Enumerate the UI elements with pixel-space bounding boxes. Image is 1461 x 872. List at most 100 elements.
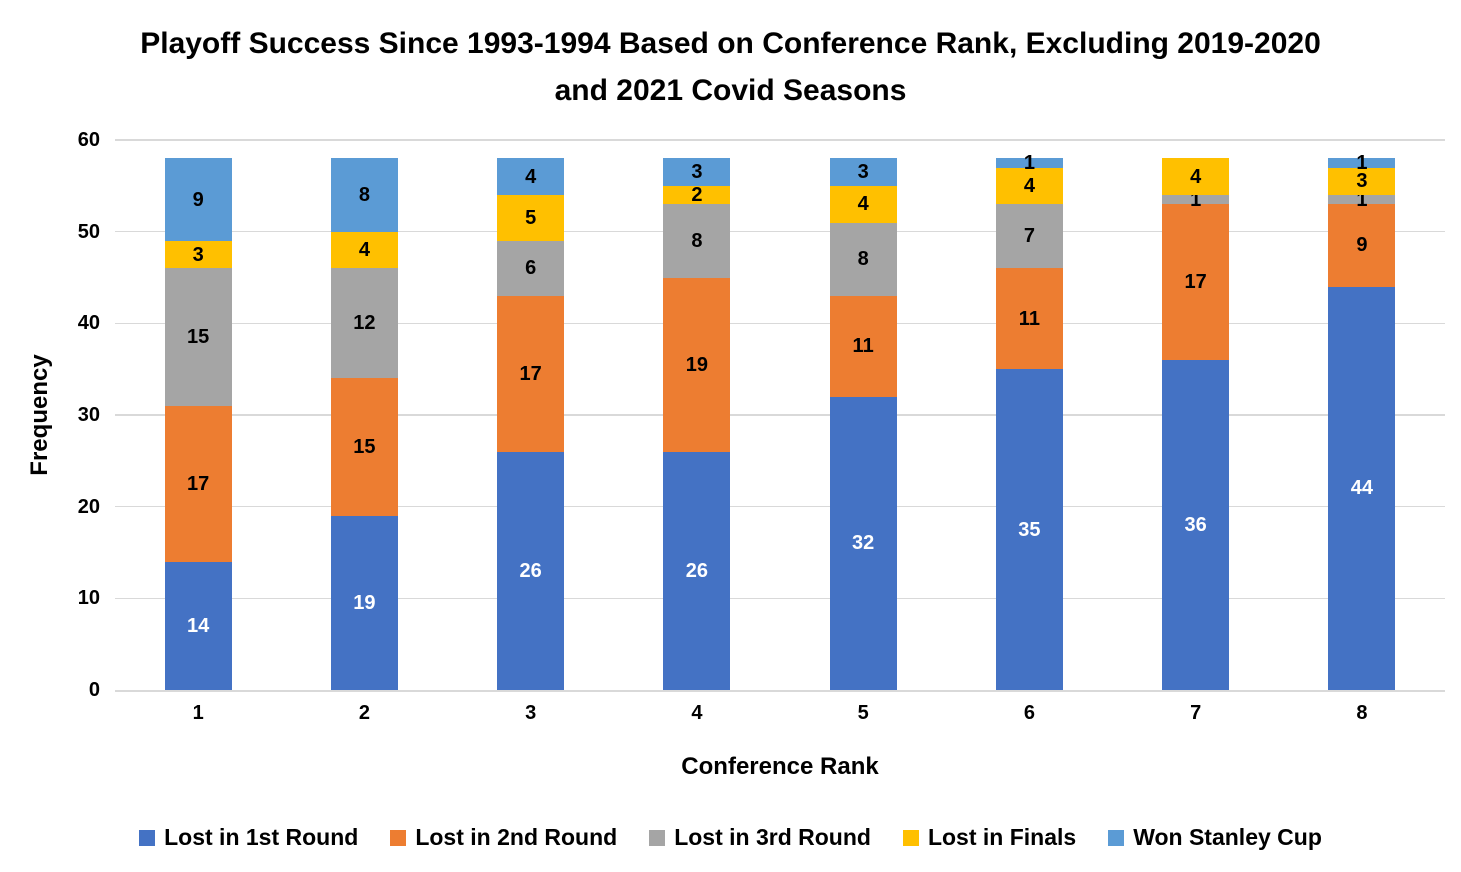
y-tick-label: 20 [77,495,100,518]
bar-segment [663,451,731,690]
bar-segment [1162,195,1230,205]
bar-segment [663,277,731,452]
x-tick-label: 8 [1356,702,1368,724]
bar-label: 26 [519,559,542,582]
plot-area: 14 17 15 3 9 1 19 15 12 4 8 2 26 17 6 5 4 3 26 19 8 2 3 4 32 11 8 4… [115,139,1445,724]
legend: Lost in 1st Round Lost in 2nd Round Lost i… [0,824,1461,851]
legend-item: Lost in 1st Round [139,824,358,851]
legend-item: Lost in Finals [902,824,1077,851]
bar-segment [497,240,565,296]
gridline [115,505,1445,508]
bar-segment [663,204,731,278]
bar-segment [995,204,1063,269]
legend-label: Lost in 2nd Round [415,824,618,850]
legend-swatch-icon [139,829,156,846]
y-tick-label: 40 [77,312,100,335]
bar-label: 4 [358,239,370,261]
legend-label: Lost in 1st Round [164,824,359,850]
bar-segment [330,231,398,269]
bar-label: 6 [525,257,537,280]
bar-segment [663,158,731,186]
bar-label: 4 [857,193,869,216]
bar-label: 32 [852,532,875,555]
bar-segment [995,158,1063,168]
x-axis-line [115,689,1445,692]
bar-segment [829,185,897,223]
bar-label: 15 [187,326,210,349]
legend-item: Lost in 2nd Round [390,824,617,851]
bar-segment [829,396,897,690]
bar-label: 1 [1356,188,1368,211]
gridline [115,322,1445,325]
bar-label: 8 [691,229,703,252]
bar-segment [995,268,1063,370]
bar-segment [829,222,897,296]
bar-label: 1 [1023,151,1035,174]
x-axis-title: Conference Rank [681,753,879,780]
legend-label: Lost in Finals [927,824,1077,850]
bar-segment [497,451,565,690]
legend-item: Lost in 3rd Round [649,824,871,851]
bar-segment [663,185,731,205]
bar-label: 19 [353,591,376,614]
y-tick-label: 30 [77,404,100,426]
bar-segment [1162,158,1230,195]
legend-label: Lost in 3rd Round [674,824,871,850]
bar-segment [164,405,232,562]
bar-segment [497,295,565,452]
x-tick-label: 3 [525,702,537,724]
bar-label: 4 [1190,165,1202,188]
gridline [115,230,1445,233]
chart-title: Playoff Success Since 1993-1994 Based on… [140,27,1321,107]
gridline [115,414,1445,416]
bar-label: 26 [685,559,708,582]
x-tick-label: 7 [1190,702,1202,724]
bar-segment [164,268,232,406]
gridline [115,139,1445,141]
bar-label: 12 [353,312,376,335]
y-tick-label: 60 [77,129,100,151]
legend-item: Won Stanley Cup [1108,824,1322,851]
bar-label: 11 [852,335,874,358]
bar-label: 19 [685,353,708,376]
bar-segment [829,158,897,186]
legend-swatch-icon [649,829,666,846]
bar-label: 35 [1018,518,1041,541]
bar-segment [995,369,1063,690]
bar-label: 3 [1356,170,1368,193]
y-tick-label: 10 [77,587,100,610]
bar-label: 15 [353,436,376,459]
bar-label: 3 [857,161,869,184]
bar-segment [1162,360,1230,690]
bar-segment [1328,158,1396,168]
bar-segment [1162,204,1230,360]
bar-label: 11 [1018,307,1040,330]
bar-segment [995,167,1063,205]
bar-segment [1328,286,1396,690]
bar-segment [330,158,398,232]
legend-swatch-icon [1108,829,1125,846]
y-tick-label: 0 [88,679,100,701]
bar-segment [829,295,897,397]
bar-label: 14 [187,614,210,637]
bar-label: 3 [192,243,204,266]
legend-swatch-icon [902,829,919,846]
bar-label: 44 [1350,477,1373,500]
y-tick-label: 50 [77,220,100,243]
bar-label: 8 [857,248,869,271]
legend-label: Won Stanley Cup [1133,824,1322,850]
bar-label: 1 [1190,188,1202,211]
bar-segment [164,158,232,241]
legend-swatch-icon [390,829,407,846]
bar-label: 5 [525,206,537,229]
bar-label: 9 [1356,234,1368,257]
bar-label: 17 [187,472,210,495]
bar-segment [330,515,398,690]
bar-label: 17 [1184,271,1207,294]
bar-label: 4 [525,165,537,188]
bar-segment [164,561,232,690]
gridline [115,597,1445,600]
bar-segment [1328,204,1396,287]
x-tick-label: 4 [691,702,703,724]
bar-label: 4 [1023,174,1035,197]
